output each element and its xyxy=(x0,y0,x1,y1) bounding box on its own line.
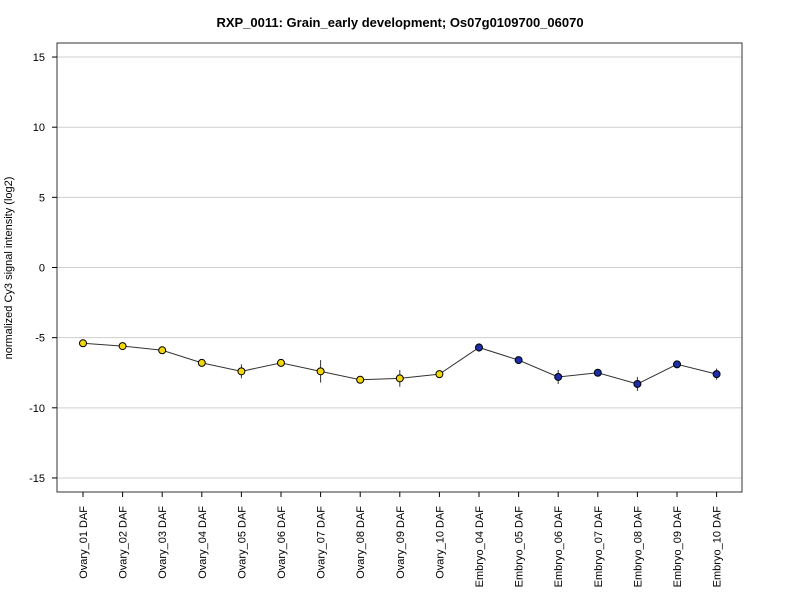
data-point xyxy=(593,368,602,377)
y-tick-label: 10 xyxy=(33,122,45,134)
x-tick-label: Ovary_08 DAF xyxy=(355,506,367,579)
x-tick-label: Embryo_10 DAF xyxy=(712,506,724,588)
data-point xyxy=(237,367,246,376)
y-tick-label: 15 xyxy=(33,52,45,64)
chart-title: RXP_0011: Grain_early development; Os07g… xyxy=(216,15,583,30)
x-tick-label: Ovary_05 DAF xyxy=(236,506,248,579)
y-axis-label: normalized Cy3 signal intensity (log2) xyxy=(3,177,15,360)
x-tick-label: Ovary_04 DAF xyxy=(197,506,209,579)
x-tick-label: Embryo_05 DAF xyxy=(514,506,526,588)
y-tick-label: -10 xyxy=(29,403,45,415)
data-point xyxy=(356,375,365,384)
y-tick-label: 0 xyxy=(39,263,45,275)
data-series xyxy=(79,339,721,391)
data-point xyxy=(554,372,563,381)
data-point xyxy=(395,374,404,383)
y-tick-label: -15 xyxy=(29,473,45,485)
data-point xyxy=(712,370,721,379)
x-tick-label: Embryo_07 DAF xyxy=(593,506,605,588)
data-point xyxy=(316,367,325,376)
y-tick-label: -5 xyxy=(35,333,45,345)
data-point xyxy=(475,343,483,352)
data-point xyxy=(118,342,127,351)
x-axis: Ovary_01 DAF Ovary_02 DAF Ovary_03 DAF Ovar… xyxy=(78,492,724,587)
data-point xyxy=(514,356,523,365)
x-tick-label: Ovary_02 DAF xyxy=(118,506,130,579)
x-tick-label: Embryo_08 DAF xyxy=(632,506,644,588)
data-point xyxy=(197,358,206,367)
x-tick-label: Ovary_06 DAF xyxy=(276,506,288,579)
x-tick-label: Embryo_06 DAF xyxy=(553,506,565,588)
data-point xyxy=(158,346,167,355)
x-tick-label: Ovary_03 DAF xyxy=(157,506,169,579)
x-tick-label: Ovary_07 DAF xyxy=(316,506,328,579)
x-tick-label: Embryo_04 DAF xyxy=(474,506,486,588)
data-point xyxy=(277,358,285,367)
x-tick-label: Embryo_09 DAF xyxy=(672,506,684,588)
x-tick-label: Ovary_10 DAF xyxy=(434,506,446,579)
data-point xyxy=(435,370,444,379)
y-tick-label: 5 xyxy=(39,192,45,204)
y-axis: 15 10 5 0 -5 -10 -15 xyxy=(29,52,57,485)
x-tick-label: Ovary_09 DAF xyxy=(395,506,407,579)
data-point xyxy=(79,339,87,348)
grid-lines xyxy=(57,56,742,479)
data-point xyxy=(633,379,642,388)
data-point xyxy=(673,360,681,369)
x-tick-label: Ovary_01 DAF xyxy=(78,506,90,579)
